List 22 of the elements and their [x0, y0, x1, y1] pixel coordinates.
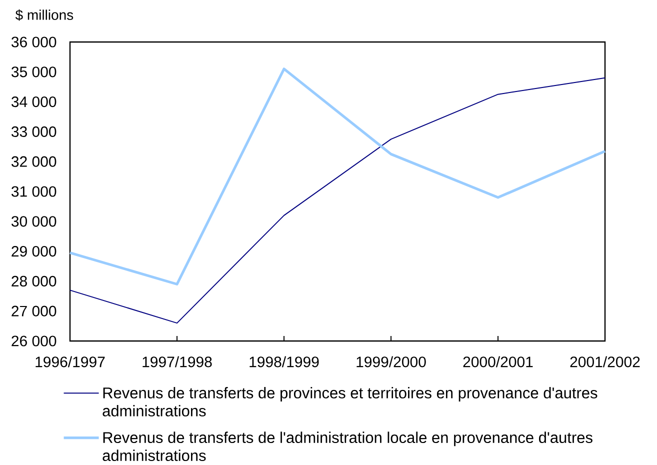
- y-tick-label: 35 000: [12, 66, 56, 78]
- x-tick-label: 1996/1997: [36, 356, 105, 368]
- x-tick-label: 1997/1998: [142, 356, 212, 368]
- line-series: [68, 68, 606, 286]
- y-tick-label: 27 000: [12, 306, 56, 316]
- legend-label: Revenus de transferts de l'administration locale en provenance d'autres administrations: [102, 432, 592, 462]
- y-tick-label: 34 000: [12, 96, 56, 108]
- y-tick-label: 26 000: [12, 336, 56, 346]
- x-tick-label: 2000/2001: [463, 356, 533, 368]
- x-tick-label: 1998/1999: [250, 356, 319, 368]
- legend-label: Revenus de transferts de provinces et territoires en provenance d'autres administrations: [102, 387, 598, 416]
- y-tick-label: 29 000: [12, 246, 56, 257]
- y-axis-title: $ millions: [15, 9, 74, 21]
- y-tick-label: 32 000: [12, 156, 56, 167]
- y-tick-label: 30 000: [12, 216, 56, 227]
- y-tick-label: 33 000: [12, 126, 56, 137]
- y-tick-label: 36 000: [12, 36, 56, 48]
- x-tick-label: 1999/2000: [356, 356, 426, 368]
- y-tick-label: 28 000: [12, 276, 56, 287]
- y-tick-label: 31 000: [12, 186, 56, 197]
- x-tick-label: 2001/2002: [570, 356, 640, 368]
- line-series: [70, 77, 606, 324]
